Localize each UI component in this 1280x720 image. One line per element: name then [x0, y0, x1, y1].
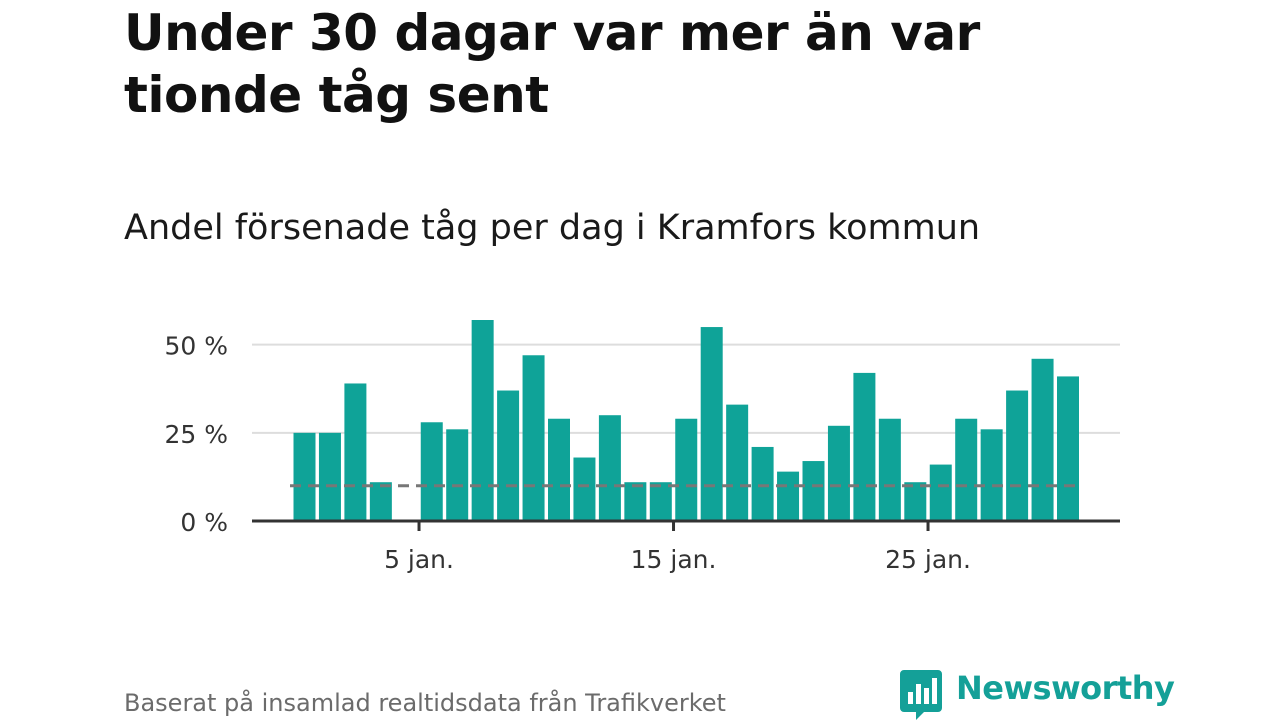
bar-day-19	[751, 446, 774, 521]
brand-logo: Newsworthy	[900, 668, 1175, 720]
bar-day-30	[1031, 358, 1054, 521]
bar-day-15	[649, 482, 672, 521]
y-tick-label-0: 0 %	[180, 508, 228, 537]
bar-day-25	[904, 482, 927, 521]
x-tick-label-1: 15 jan.	[631, 545, 717, 574]
bar-chart: 0 % 25 % 50 % 5 jan. 15 jan. 25 jan.	[164, 320, 1120, 574]
bar-day-21	[802, 461, 825, 521]
bar-day-8	[471, 320, 494, 521]
bar-day-31	[1057, 376, 1079, 521]
bar-day-29	[1006, 390, 1029, 521]
bar-day-14	[624, 482, 647, 521]
bar-day-9	[497, 390, 520, 521]
bar-day-28	[980, 429, 1003, 521]
bar-day-7	[446, 429, 469, 521]
source-note: Baserat på insamlad realtidsdata från Tr…	[124, 689, 726, 717]
bar-day-22	[827, 425, 850, 521]
brand-name: Newsworthy	[956, 669, 1175, 707]
bar-day-18	[726, 404, 749, 521]
bar-day-23	[853, 372, 876, 521]
bar-day-13	[598, 415, 621, 521]
bar-day-2	[318, 432, 341, 521]
bar-day-16	[675, 418, 698, 521]
x-tick-label-0: 5 jan.	[384, 545, 454, 574]
chart-subtitle: Andel försenade tåg per dag i Kramfors k…	[124, 208, 981, 248]
bar-day-20	[777, 471, 800, 521]
newsworthy-logo-icon	[900, 670, 942, 720]
y-tick-label-2: 50 %	[164, 332, 228, 361]
bar-day-3	[344, 383, 367, 521]
bar-day-26	[929, 464, 952, 521]
chart-title: Under 30 dagar var mer än var tionde tåg…	[124, 4, 980, 124]
bar-day-17	[700, 327, 723, 521]
bar-day-6	[420, 422, 443, 521]
bar-day-10	[522, 355, 545, 521]
bar-day-4	[369, 482, 392, 521]
bar-day-27	[955, 418, 978, 521]
bar-day-1	[293, 432, 316, 521]
bar-day-11	[548, 418, 570, 521]
y-tick-label-1: 25 %	[164, 420, 228, 449]
bar-day-24	[878, 418, 901, 521]
x-tick-label-2: 25 jan.	[885, 545, 971, 574]
bar-day-12	[573, 457, 596, 521]
